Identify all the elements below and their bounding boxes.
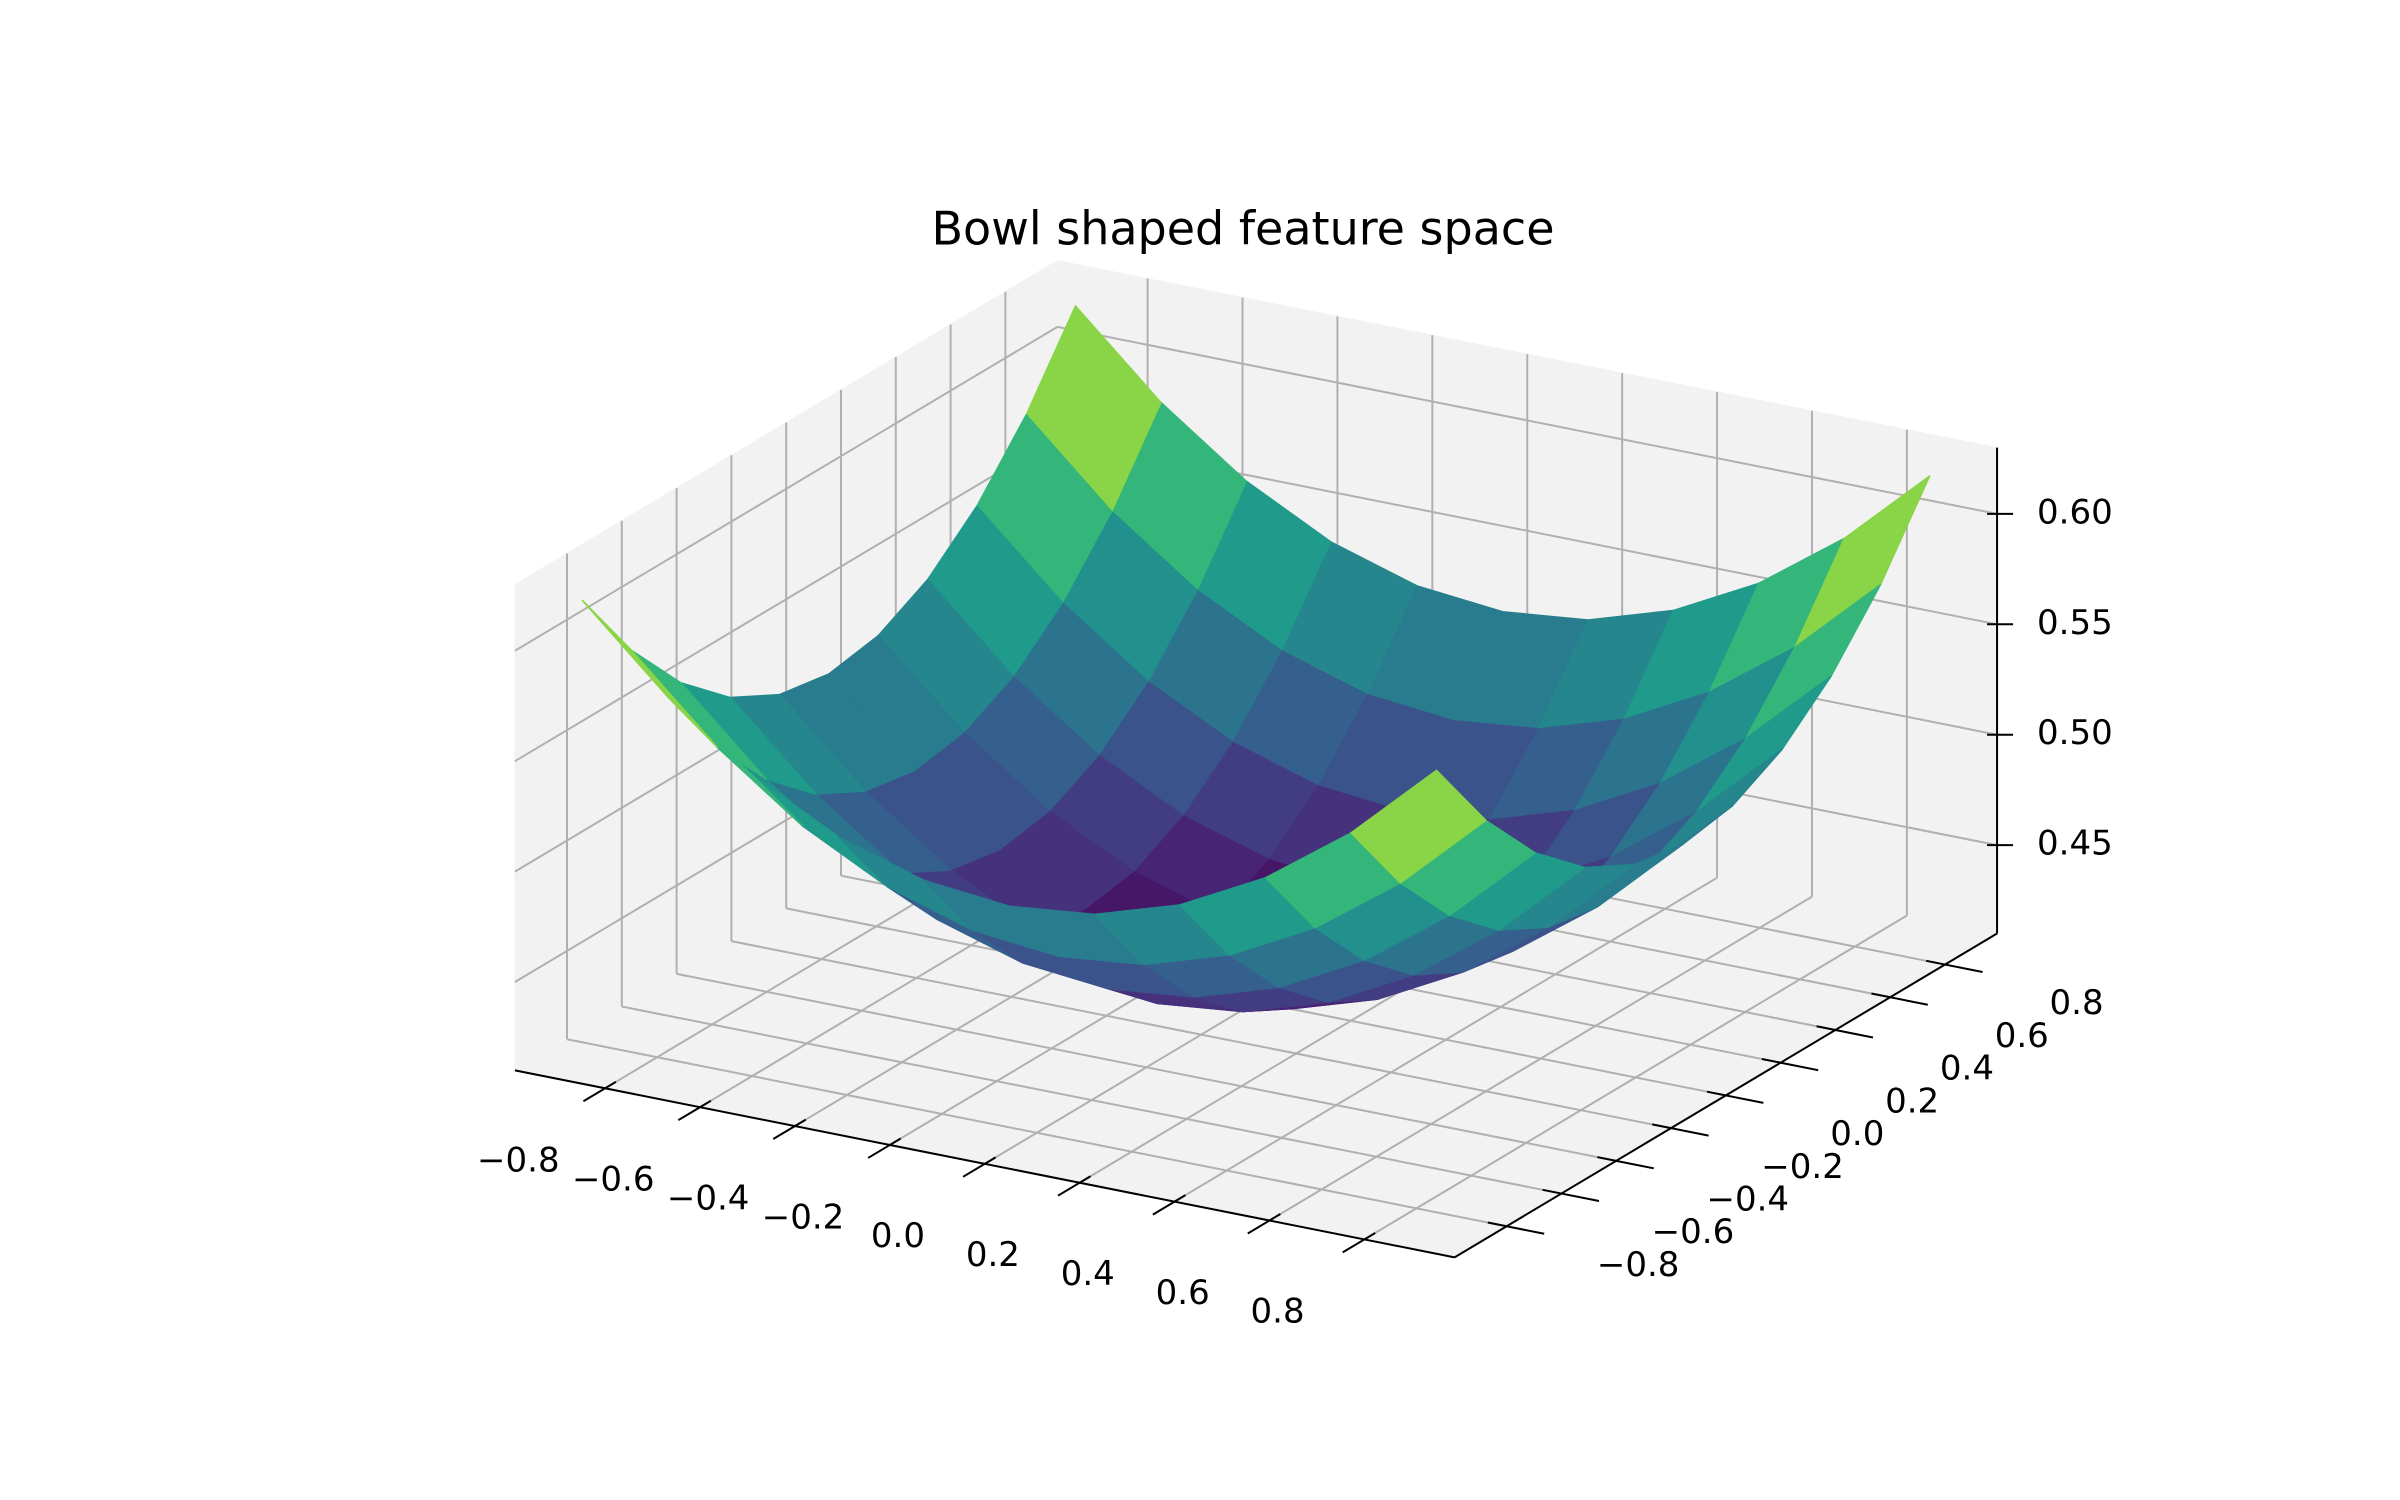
y-tick-label: 0.6 xyxy=(1995,1016,2049,1056)
tick-mark xyxy=(1247,1213,1281,1235)
x-tick-label: −0.2 xyxy=(762,1197,845,1237)
tick-mark xyxy=(867,1137,902,1159)
tick-mark xyxy=(1816,1025,1874,1039)
tick-mark xyxy=(1652,1123,1709,1137)
tick-mark xyxy=(1152,1194,1186,1216)
y-tick-label: −0.2 xyxy=(1761,1147,1844,1187)
tick-mark xyxy=(1761,1057,1819,1072)
x-tick-label: 0.8 xyxy=(1251,1292,1305,1332)
tick-mark xyxy=(1597,1156,1654,1170)
tick-mark xyxy=(1706,1090,1764,1104)
grid-line xyxy=(676,972,1617,1162)
z-tick-label: 0.55 xyxy=(2037,603,2113,643)
x-tick-label: 0.6 xyxy=(1156,1273,1210,1313)
tick-mark xyxy=(582,1080,617,1103)
tick-mark xyxy=(1487,1221,1545,1235)
x-tick-label: 0.4 xyxy=(1061,1254,1115,1294)
tick-mark xyxy=(1057,1175,1092,1197)
tick-mark xyxy=(772,1118,807,1140)
tick-mark xyxy=(1871,992,1928,1006)
tick-mark xyxy=(1926,959,1983,974)
surface-face xyxy=(1350,769,1487,884)
tick-mark xyxy=(962,1156,997,1178)
y-tick-label: 0.8 xyxy=(2050,983,2104,1023)
grid-line xyxy=(514,326,1058,652)
grid-line xyxy=(566,1038,1507,1228)
x-tick-label: −0.6 xyxy=(572,1160,655,1200)
tick-mark xyxy=(1542,1188,1600,1203)
y-tick-label: −0.8 xyxy=(1597,1245,1680,1285)
x-tick-label: −0.8 xyxy=(477,1141,560,1181)
x-tick-label: 0.0 xyxy=(871,1216,925,1256)
grid-line xyxy=(1057,325,1998,515)
y-tick-label: 0.2 xyxy=(1885,1081,1939,1121)
y-tick-label: 0.0 xyxy=(1830,1114,1884,1154)
z-tick-label: 0.50 xyxy=(2037,713,2113,753)
chart-title: Bowl shaped feature space xyxy=(932,202,1555,256)
z-tick-label: 0.45 xyxy=(2037,824,2113,864)
z-tick-label: 0.60 xyxy=(2037,492,2113,532)
tick-mark xyxy=(1342,1232,1376,1254)
x-tick-label: 0.2 xyxy=(966,1235,1020,1275)
y-tick-label: −0.6 xyxy=(1652,1212,1735,1252)
surface-face xyxy=(581,599,718,748)
grid-line xyxy=(514,436,1058,763)
y-tick-label: −0.4 xyxy=(1706,1180,1789,1220)
x-tick-label: −0.4 xyxy=(667,1178,750,1218)
grid-line xyxy=(731,940,1672,1130)
y-tick-label: 0.4 xyxy=(1940,1049,1994,1089)
tick-mark xyxy=(677,1099,712,1122)
grid-line xyxy=(621,1005,1562,1195)
